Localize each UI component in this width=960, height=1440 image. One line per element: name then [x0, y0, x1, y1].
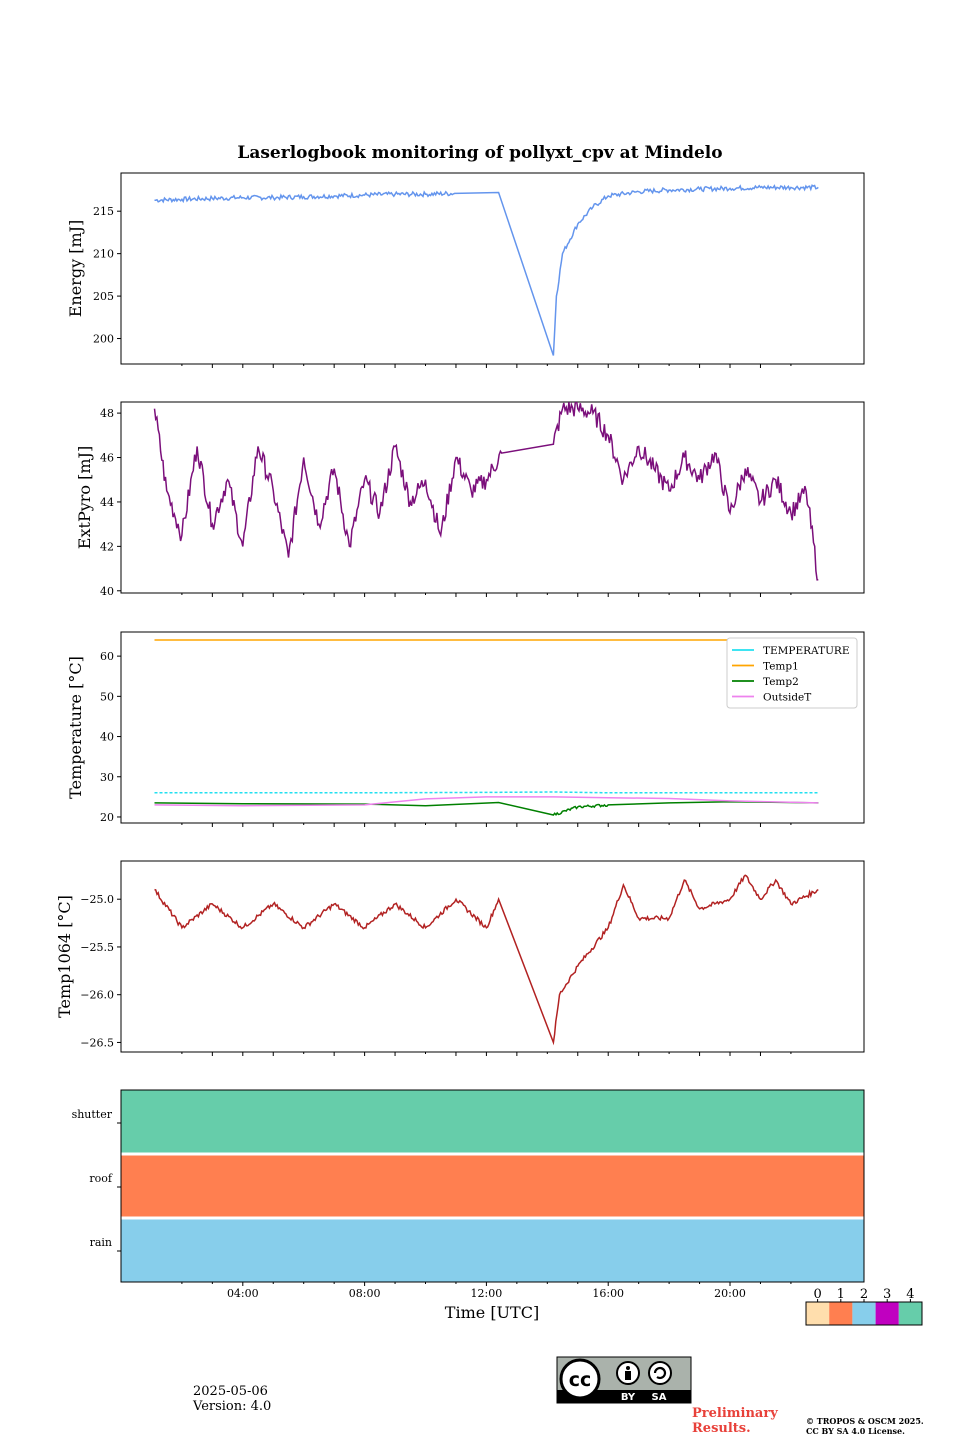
- y-tick-label: 215: [93, 205, 114, 218]
- preliminary-line-1: Preliminary: [692, 1406, 778, 1421]
- y-tick-label: 20: [100, 811, 114, 824]
- series-line-outsidet: [154, 796, 819, 807]
- series-line-temperature: [154, 791, 819, 794]
- y-tick-label: 48: [100, 407, 114, 420]
- y-axis-label: Energy [mJ]: [66, 220, 85, 318]
- y-tick-label: 44: [100, 496, 114, 509]
- y-tick-label: 210: [93, 248, 114, 261]
- figure-title: Laserlogbook monitoring of pollyxt_cpv a…: [237, 143, 722, 163]
- panel-5: shutter roof rain: [72, 1089, 865, 1283]
- preliminary-line-2: Results.: [692, 1421, 751, 1436]
- footer-date: 2025-05-06: [193, 1384, 268, 1399]
- status-band-rain: [121, 1218, 864, 1282]
- colorbar-cell-2: [852, 1302, 876, 1325]
- footer-version: Version: 4.0: [193, 1399, 272, 1414]
- x-tick-label: 12:00: [471, 1287, 503, 1300]
- panel-3: 20 30 40 50 60 Temperature [°C] TEMPERATURE Tem…: [66, 631, 865, 827]
- colorbar-tick-label: 4: [906, 1287, 914, 1302]
- cc-by-sa-badge: cc BY SA: [556, 1356, 692, 1404]
- y-tick-label: 205: [93, 290, 114, 303]
- cc-by-label: BY: [621, 1392, 636, 1403]
- row-label-shutter: shutter: [72, 1108, 113, 1121]
- series-line-temp2: [154, 800, 819, 817]
- y-tick-label: 50: [100, 690, 114, 703]
- footer-info: 2025-05-06 Version: 4.0: [193, 1384, 271, 1414]
- legend-entry: OutsideT: [763, 692, 811, 704]
- x-tick-label: 04:00: [227, 1287, 259, 1300]
- panel-4: −25.0 −25.5 −26.0 −26.5 Temp1064 [°C]: [55, 860, 865, 1056]
- legend-entry: Temp1: [763, 661, 799, 673]
- copyright-line-2: CC BY SA 4.0 License.: [806, 1426, 905, 1436]
- copyright-line-1: © TROPOS & OSCM 2025.: [806, 1416, 924, 1426]
- colorbar-tick-label: 3: [883, 1287, 891, 1302]
- panel-2: 40 42 44 46 48 ExtPyro [mJ]: [75, 401, 865, 598]
- cc-logo-text: cc: [569, 1369, 592, 1391]
- cc-sa-label: SA: [652, 1392, 667, 1403]
- colorbar-cell-4: [898, 1302, 922, 1325]
- y-tick-label: −25.5: [80, 941, 114, 954]
- colorbar-tick-label: 0: [813, 1287, 821, 1302]
- series-line-data: [154, 874, 819, 1046]
- y-tick-label: 60: [100, 650, 114, 663]
- y-tick-label: −25.0: [80, 893, 114, 906]
- y-tick-label: 40: [100, 585, 114, 598]
- colorbar-cell-3: [875, 1302, 899, 1325]
- colorbar-cell-0: [806, 1302, 830, 1325]
- preliminary-note: Preliminary Results.: [692, 1406, 778, 1436]
- series-line-data: [153, 402, 819, 581]
- colorbar-tick-label: 1: [837, 1287, 845, 1302]
- axes-frame: [120, 172, 865, 365]
- time-axis: 04:00 08:00 12:00 16:00 20:00: [181, 1282, 792, 1300]
- copyright-note: © TROPOS & OSCM 2025. CC BY SA 4.0 Licen…: [806, 1416, 924, 1436]
- share-alike-icon: [648, 1361, 672, 1385]
- axes-frame: [120, 860, 865, 1053]
- y-tick-label: 40: [100, 731, 114, 744]
- x-tick-label: 20:00: [714, 1287, 746, 1300]
- y-tick-label: 30: [100, 771, 114, 784]
- x-tick-label: 08:00: [349, 1287, 381, 1300]
- legend: TEMPERATURE Temp1 Temp2 OutsideT: [726, 637, 858, 709]
- row-label-roof: roof: [89, 1172, 113, 1185]
- legend-box: [726, 637, 858, 709]
- status-band-roof: [121, 1154, 864, 1218]
- legend-entry: TEMPERATURE: [763, 645, 850, 657]
- y-tick-label: −26.0: [80, 989, 114, 1002]
- row-label-rain: rain: [90, 1236, 112, 1249]
- y-axis-label: Temp1064 [°C]: [55, 895, 74, 1018]
- status-band-shutter: [121, 1090, 864, 1154]
- x-tick-label: 16:00: [592, 1287, 624, 1300]
- axes-frame: [120, 401, 865, 594]
- y-tick-label: 46: [100, 452, 114, 465]
- y-tick-label: −26.5: [80, 1036, 114, 1049]
- chart-panels: 200 205 210 215 Energy [mJ] 40 42 44 46 48 ExtPyro…: [55, 172, 865, 1283]
- y-tick-label: 200: [93, 333, 114, 346]
- series-line-data: [154, 184, 819, 356]
- y-axis-label: ExtPyro [mJ]: [75, 446, 94, 549]
- axes-frame: [120, 1089, 865, 1283]
- x-axis-label: Time [UTC]: [445, 1303, 539, 1322]
- panel-1: 200 205 210 215 Energy [mJ]: [66, 172, 865, 368]
- colorbar-cell-1: [829, 1302, 853, 1325]
- colorbar-tick-label: 2: [860, 1287, 868, 1302]
- y-tick-label: 42: [100, 540, 114, 553]
- y-axis-label: Temperature [°C]: [66, 656, 85, 799]
- legend-entry: Temp2: [763, 676, 799, 688]
